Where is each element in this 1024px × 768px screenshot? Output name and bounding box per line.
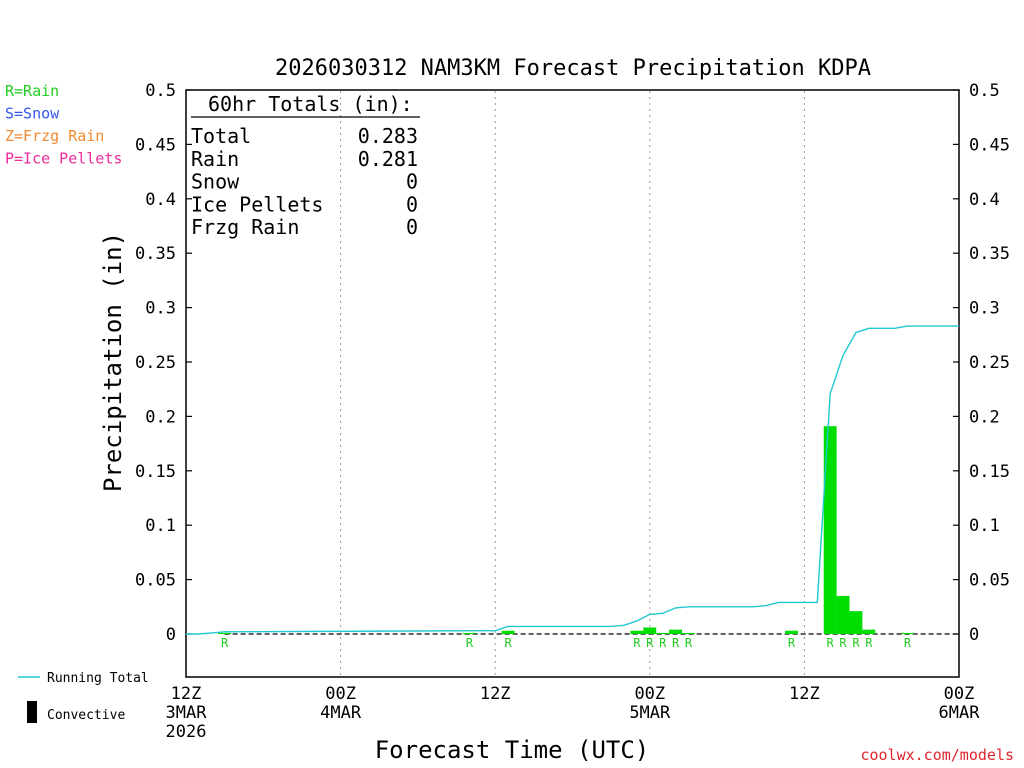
precip-type-label: R xyxy=(827,636,835,650)
totals-row-value: 0.283 xyxy=(358,124,418,148)
y-tick-label-left: 0.45 xyxy=(135,135,176,155)
x-tick-label: 6MAR xyxy=(939,703,981,723)
plot-frame xyxy=(185,89,960,678)
precip-bar xyxy=(656,632,670,634)
precip-type-label: R xyxy=(646,636,654,650)
precip-type-label: R xyxy=(865,636,873,650)
y-tick-label-left: 0.1 xyxy=(145,516,176,536)
totals-row-label: Frzg Rain xyxy=(191,215,299,239)
x-tick-label: 12Z xyxy=(171,684,202,704)
y-axis-left: 0 0.05 0.1 0.15 0.2 0.25 0.3 0.35 0.4 0.45 0.5 xyxy=(135,81,192,645)
y-tick-label-left: 0.3 xyxy=(145,299,176,319)
credit-text: coolwx.com/models xyxy=(860,746,1014,764)
vertical-gridlines xyxy=(340,91,805,676)
y-tick-label-left: 0.05 xyxy=(135,571,176,591)
precip-bar xyxy=(630,630,644,634)
totals-row-label: Ice Pellets xyxy=(191,192,323,216)
totals-heading: 60hr Totals (in): xyxy=(208,92,413,116)
y-tick-label-right: 0 xyxy=(969,625,979,645)
ptype-legend-item: Z=Frzg Rain xyxy=(5,127,104,145)
precip-type-label: R xyxy=(221,636,229,650)
totals-row-value: 0 xyxy=(406,170,418,194)
y-tick-label-right: 0.2 xyxy=(969,407,1000,427)
precip-bar xyxy=(669,629,683,634)
y-tick-label-right: 0.45 xyxy=(969,135,1010,155)
y-tick-label-right: 0.5 xyxy=(969,81,1000,101)
precip-type-label: R xyxy=(672,636,680,650)
precip-bar xyxy=(849,611,863,634)
y-tick-label-left: 0.2 xyxy=(145,407,176,427)
y-axis-label: Precipitation (in) xyxy=(99,232,127,492)
precip-bar xyxy=(836,595,850,634)
precip-type-label: R xyxy=(504,636,512,650)
y-tick-label-left: 0.25 xyxy=(135,353,176,373)
precip-type-label: R xyxy=(788,636,796,650)
ptype-legend-item: P=Ice Pellets xyxy=(5,150,122,168)
y-tick-label-left: 0.5 xyxy=(145,81,176,101)
y-tick-label-left: 0.4 xyxy=(145,190,176,210)
ptype-legend-item: S=Snow xyxy=(5,105,60,123)
x-tick-label: 12Z xyxy=(480,684,511,704)
precip-bar xyxy=(462,632,476,634)
precip-bar xyxy=(785,630,798,634)
chart-title: 2026030312 NAM3KM Forecast Precipitation… xyxy=(275,56,871,81)
running-total-legend: Running Total xyxy=(47,671,149,686)
y-tick-label-right: 0.3 xyxy=(969,299,1000,319)
totals-row-value: 0 xyxy=(406,192,418,216)
totals-row-label: Rain xyxy=(191,147,239,171)
precip-bar xyxy=(901,632,914,634)
precip-bar xyxy=(501,630,515,634)
precip-type-label: R xyxy=(685,636,693,650)
x-tick-label: 00Z xyxy=(325,684,356,704)
precip-type-legend: R=Rain S=Snow Z=Frzg Rain P=Ice Pellets xyxy=(5,82,122,168)
precip-type-label: R xyxy=(839,636,847,650)
convective-legend: Convective xyxy=(47,708,125,723)
y-tick-label-right: 0.05 xyxy=(969,571,1010,591)
y-tick-label-right: 0.25 xyxy=(969,353,1010,373)
precip-type-label: R xyxy=(466,636,474,650)
y-tick-label-right: 0.4 xyxy=(969,190,1000,210)
convective-swatch xyxy=(27,701,37,723)
precip-bar xyxy=(643,627,657,634)
precip-bar xyxy=(862,629,876,634)
precip-bar xyxy=(823,426,837,634)
y-tick-label-right: 0.15 xyxy=(969,462,1010,482)
totals-row-value: 0 xyxy=(406,215,418,239)
totals-row-label: Snow xyxy=(191,170,240,194)
y-tick-label-left: 0.35 xyxy=(135,244,176,264)
y-tick-label-right: 0.1 xyxy=(969,516,1000,536)
precip-bar xyxy=(218,632,232,634)
y-tick-label-right: 0.35 xyxy=(969,244,1010,264)
y-tick-label-left: 0 xyxy=(166,625,176,645)
x-tick-label: 3MAR xyxy=(166,703,208,723)
running-total-line xyxy=(186,325,959,635)
x-tick-label: 12Z xyxy=(789,684,820,704)
totals-row-value: 0.281 xyxy=(358,147,418,171)
x-tick-label: 4MAR xyxy=(320,703,362,723)
precip-type-label: R xyxy=(659,636,667,650)
totals-row-label: Total xyxy=(191,124,251,148)
precip-type-label: R xyxy=(852,636,860,650)
precip-bars xyxy=(218,426,914,634)
x-tick-label: 5MAR xyxy=(629,703,671,723)
y-tick-label-left: 0.15 xyxy=(135,462,176,482)
ptype-legend-item: R=Rain xyxy=(5,82,59,100)
precip-bar xyxy=(682,632,695,634)
x-tick-label: 00Z xyxy=(944,684,975,704)
x-tick-label: 00Z xyxy=(634,684,665,704)
x-axis-label: Forecast Time (UTC) xyxy=(375,736,650,764)
precip-type-label: R xyxy=(904,636,912,650)
precip-type-label: R xyxy=(633,636,641,650)
totals-box: 60hr Totals (in): Total 0.283 Rain 0.281 Sno… xyxy=(191,92,420,239)
x-tick-label: 2026 xyxy=(166,722,207,742)
y-axis-right: 0 0.05 0.1 0.15 0.2 0.25 0.3 0.35 0.4 0.45 0.5 xyxy=(953,81,1010,645)
